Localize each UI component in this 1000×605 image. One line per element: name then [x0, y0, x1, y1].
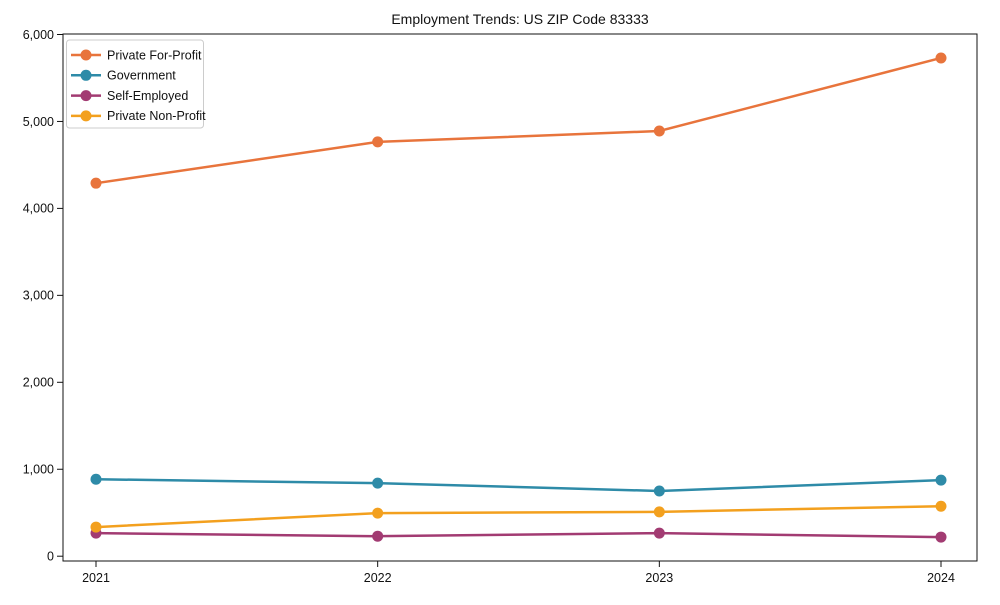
- legend-marker: [80, 90, 92, 102]
- chart-title: Employment Trends: US ZIP Code 83333: [391, 11, 649, 27]
- x-tick-label: 2024: [927, 571, 955, 585]
- data-point-private-non-profit-2023: [653, 506, 665, 518]
- series-line-private-non-profit: [94, 504, 943, 529]
- x-tick-label: 2023: [645, 571, 673, 585]
- data-point-private-non-profit-2024: [935, 500, 947, 512]
- y-tick-label: 6,000: [23, 28, 54, 42]
- data-point-self-employed-2022: [372, 530, 384, 542]
- x-tick-label: 2022: [364, 571, 392, 585]
- legend: [66, 39, 204, 129]
- legend-label: Private Non-Profit: [107, 109, 206, 123]
- series-line-self-employed: [94, 531, 943, 539]
- data-point-private-non-profit-2021: [90, 521, 102, 533]
- data-point-private-for-profit-2024: [935, 52, 947, 64]
- legend-label: Private For-Profit: [107, 48, 202, 62]
- data-point-private-for-profit-2021: [90, 177, 102, 189]
- data-point-government-2022: [372, 477, 384, 489]
- data-point-self-employed-2024: [935, 531, 947, 543]
- y-tick-label: 2,000: [23, 376, 54, 390]
- legend-marker: [80, 69, 92, 81]
- series-line-private-for-profit: [94, 56, 943, 185]
- y-tick-label: 1,000: [23, 463, 54, 477]
- y-tick-label: 4,000: [23, 202, 54, 216]
- plot-border: [62, 33, 978, 562]
- legend-label: Self-Employed: [107, 89, 188, 103]
- data-point-private-for-profit-2022: [372, 136, 384, 148]
- y-tick-label: 0: [47, 550, 54, 564]
- legend-marker: [80, 49, 92, 61]
- legend-marker: [80, 110, 92, 122]
- data-point-government-2023: [653, 485, 665, 497]
- data-point-private-for-profit-2023: [653, 125, 665, 137]
- data-point-private-non-profit-2022: [372, 507, 384, 519]
- data-point-self-employed-2023: [653, 527, 665, 539]
- data-point-government-2021: [90, 473, 102, 485]
- y-tick-label: 3,000: [23, 289, 54, 303]
- x-tick-label: 2021: [82, 571, 110, 585]
- legend-label: Government: [107, 69, 176, 83]
- data-point-government-2024: [935, 474, 947, 486]
- y-tick-label: 5,000: [23, 115, 54, 129]
- series-line-government: [94, 477, 943, 493]
